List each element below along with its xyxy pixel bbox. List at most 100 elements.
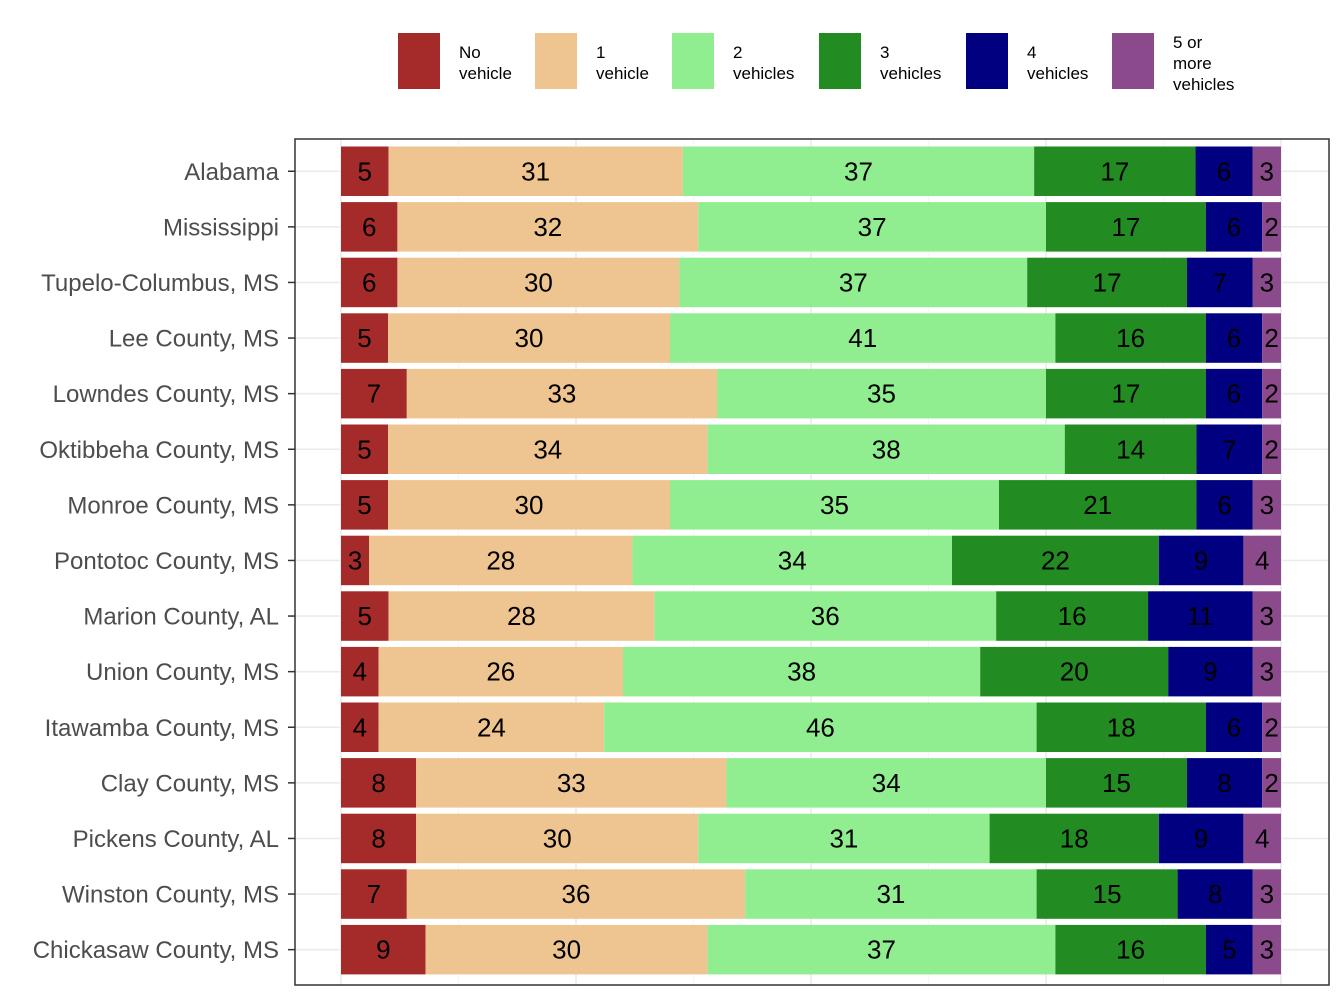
- y-tick-label: Chickasaw County, MS: [33, 937, 279, 964]
- legend-item-3-vehicles: 3 vehicles: [819, 33, 941, 89]
- bar-segment-3-vehicles: [1055, 924, 1206, 975]
- bar-segment-1-vehicle: [397, 257, 680, 308]
- data-label: 16: [1116, 935, 1145, 965]
- data-label: 35: [867, 379, 896, 409]
- data-label: 20: [1060, 657, 1089, 687]
- data-label: 8: [1208, 879, 1222, 909]
- legend-label: 5 or: [1173, 33, 1203, 52]
- legend-swatch: [672, 33, 714, 89]
- y-tick-label: Winston County, MS: [62, 882, 279, 909]
- bar-row-oktibbeha-county-ms: 5 34 38 14 7 2: [341, 424, 1281, 474]
- data-label: 21: [1083, 490, 1112, 520]
- data-label: 6: [1227, 212, 1241, 242]
- data-label: 3: [1260, 490, 1274, 520]
- data-label: 4: [353, 657, 367, 687]
- bar-segment-5-or-more-vehicles: [1252, 869, 1281, 919]
- bar-segment-2-vehicles: [604, 702, 1037, 752]
- data-label: 4: [1255, 545, 1269, 575]
- data-label: 5: [357, 323, 371, 353]
- bar-segment-no-vehicle: [341, 702, 379, 752]
- bar-segment-3-vehicles: [999, 480, 1197, 530]
- data-label: 28: [486, 545, 515, 575]
- bar-segment-4-vehicles: [1158, 535, 1244, 586]
- data-label: 8: [371, 823, 385, 853]
- data-label: 30: [552, 935, 581, 965]
- legend-label: 2: [733, 43, 742, 62]
- bar-segment-4-vehicles: [1205, 924, 1253, 975]
- bar-segment-no-vehicle: [341, 758, 417, 808]
- bar-segment-2-vehicles: [698, 202, 1046, 252]
- bar-segment-4-vehicles: [1205, 368, 1263, 419]
- y-tick-label: Oktibbeha County, MS: [39, 437, 279, 464]
- data-label: 30: [543, 823, 572, 853]
- data-label: 5: [357, 490, 371, 520]
- bar-row-mississippi: 6 32 37 17 6 2: [341, 202, 1281, 252]
- bar-row-pontotoc-county-ms: 3 28 34 22 9 4: [341, 535, 1281, 586]
- data-label: 6: [362, 212, 376, 242]
- bar-segment-4-vehicles: [1196, 480, 1253, 530]
- bar-segment-4-vehicles: [1205, 202, 1263, 252]
- bar-segment-3-vehicles: [989, 813, 1159, 864]
- data-label: 33: [557, 768, 586, 798]
- data-label: 37: [839, 267, 868, 297]
- bar-segment-4-vehicles: [1177, 869, 1253, 919]
- legend-swatch: [966, 33, 1008, 89]
- data-label: 6: [1227, 379, 1241, 409]
- legend-label: 1: [596, 43, 605, 62]
- legend-label: vehicles: [1173, 75, 1234, 94]
- legend-swatch: [1112, 33, 1154, 89]
- data-label: 6: [1227, 323, 1241, 353]
- data-label: 5: [357, 434, 371, 464]
- bar-segment-5-or-more-vehicles: [1252, 646, 1281, 697]
- bar-segment-2-vehicles: [654, 591, 997, 641]
- bar-row-monroe-county-ms: 5 30 35 21 6 3: [341, 480, 1281, 530]
- y-tick-label: Lowndes County, MS: [53, 381, 279, 408]
- data-label: 2: [1264, 323, 1278, 353]
- bar-segment-5-or-more-vehicles: [1252, 924, 1281, 975]
- data-label: 8: [1217, 768, 1231, 798]
- bar-segment-no-vehicle: [341, 869, 407, 919]
- data-label: 6: [1217, 490, 1231, 520]
- data-label: 2: [1264, 434, 1278, 464]
- data-label: 7: [1222, 434, 1236, 464]
- bar-segment-no-vehicle: [341, 480, 388, 530]
- bar-segment-5-or-more-vehicles: [1252, 146, 1281, 196]
- data-label: 37: [844, 156, 873, 186]
- bar-row-lee-county-ms: 5 30 41 16 6 2: [341, 313, 1281, 363]
- bar-segment-5-or-more-vehicles: [1262, 202, 1281, 252]
- data-label: 9: [1194, 823, 1208, 853]
- bar-row-tupelo-columbus-ms: 6 30 37 17 7 3: [341, 257, 1281, 308]
- bar-segment-1-vehicle: [406, 869, 746, 919]
- bar-segment-no-vehicle: [341, 924, 426, 975]
- bar-segment-1-vehicle: [388, 146, 683, 196]
- bar-segment-5-or-more-vehicles: [1252, 591, 1281, 641]
- data-label: 4: [353, 712, 367, 742]
- bar-segment-1-vehicle: [378, 646, 623, 697]
- data-label: 37: [858, 212, 887, 242]
- y-tick-label: Monroe County, MS: [67, 492, 279, 519]
- data-label: 28: [507, 601, 536, 631]
- y-tick-label: Tupelo-Columbus, MS: [41, 270, 279, 297]
- data-label: 3: [1260, 267, 1274, 297]
- bar-row-marion-county-al: 5 28 36 16 11 3: [341, 591, 1281, 641]
- data-label: 24: [477, 712, 506, 742]
- bar-segment-3-vehicles: [996, 591, 1149, 641]
- data-label: 3: [1260, 879, 1274, 909]
- bar-segment-1-vehicle: [369, 535, 633, 586]
- bar-segment-1-vehicle: [397, 202, 699, 252]
- bar-segment-2-vehicles: [726, 758, 1046, 808]
- data-label: 2: [1264, 212, 1278, 242]
- data-label: 36: [811, 601, 840, 631]
- bar-segment-no-vehicle: [341, 313, 388, 363]
- data-label: 18: [1107, 712, 1136, 742]
- data-label: 41: [848, 323, 877, 353]
- y-tick-label: Union County, MS: [86, 659, 279, 686]
- data-label: 16: [1058, 601, 1087, 631]
- data-label: 31: [876, 879, 905, 909]
- bar-segment-1-vehicle: [388, 480, 670, 530]
- legend-item-no-vehicle: No vehicle: [398, 33, 512, 89]
- data-label: 17: [1100, 156, 1129, 186]
- bar-segment-no-vehicle: [341, 535, 370, 586]
- bar-segment-2-vehicles: [745, 869, 1037, 919]
- bar-segment-1-vehicle: [378, 702, 605, 752]
